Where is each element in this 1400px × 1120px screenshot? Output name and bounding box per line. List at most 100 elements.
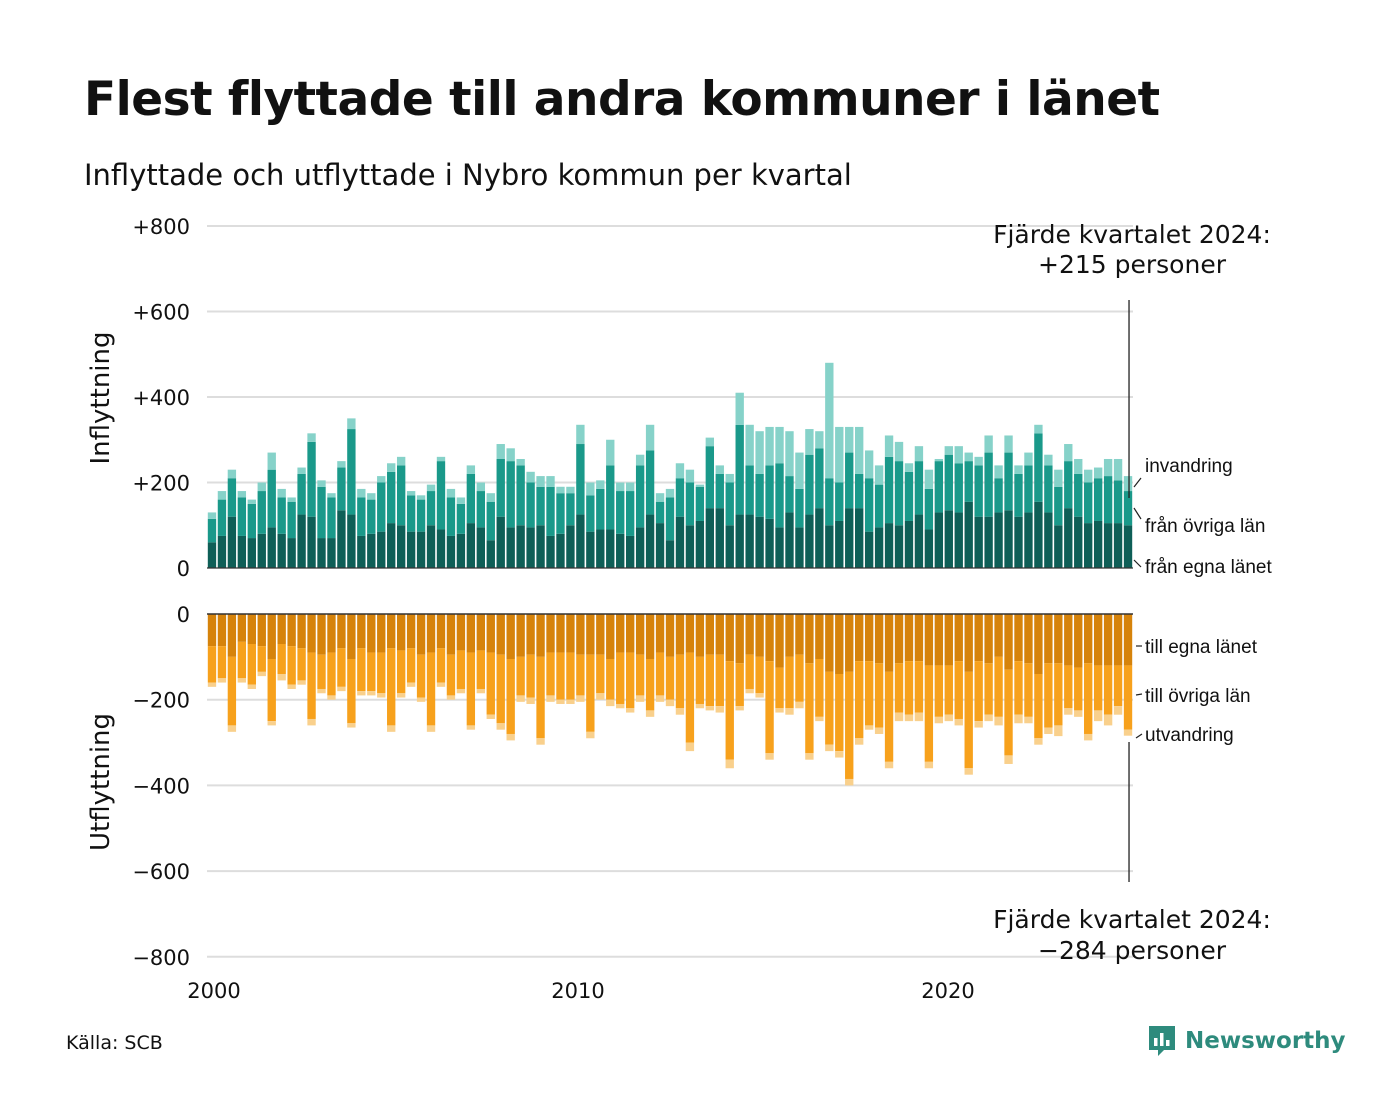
bar-outflow-segment (765, 661, 774, 754)
bar-outflow-segment (377, 652, 386, 694)
bar-outflow-segment (1024, 716, 1033, 724)
bar-inflow-segment (864, 531, 874, 568)
bar-outflow-segment (1004, 669, 1013, 756)
bar-inflow-segment (645, 450, 655, 515)
bar-outflow-segment (516, 656, 525, 696)
bar-inflow-segment (486, 540, 495, 568)
bar-outflow-segment (785, 614, 794, 657)
bar-inflow-segment (516, 465, 525, 526)
bar-inflow-segment (496, 458, 505, 517)
bar-outflow-segment (576, 695, 585, 702)
series-label-inflow: från egna länet (1145, 557, 1272, 578)
bar-inflow-segment (606, 529, 615, 568)
bar-inflow-segment (735, 424, 744, 515)
bar-outflow-segment (357, 614, 366, 649)
bar-inflow-segment (1093, 467, 1103, 479)
bar-outflow-segment (297, 648, 306, 681)
bar-inflow-segment (536, 476, 545, 487)
bar-inflow-segment (805, 514, 814, 568)
bar-inflow-segment (874, 465, 884, 485)
bar-inflow-segment (556, 533, 565, 568)
bar-outflow-segment (755, 693, 764, 698)
bar-outflow-segment (406, 648, 416, 683)
bar-inflow-segment (1123, 476, 1133, 492)
bar-outflow-segment (1054, 725, 1063, 737)
bar-inflow-segment (416, 495, 426, 500)
bar-outflow-segment (476, 650, 485, 689)
bar-inflow-segment (675, 478, 685, 517)
bar-inflow-segment (307, 433, 316, 442)
bar-outflow-segment (616, 703, 625, 709)
bar-outflow-segment (884, 671, 894, 762)
bar-outflow-segment (874, 727, 884, 734)
bar-outflow-segment (675, 708, 685, 715)
bar-inflow-segment (576, 424, 585, 445)
series-label-outflow: till övriga län (1145, 686, 1251, 707)
bar-inflow-segment (655, 493, 665, 502)
bar-inflow-segment (864, 450, 874, 479)
bar-inflow-segment (745, 514, 754, 568)
bar-outflow-segment (874, 663, 884, 728)
bar-outflow-segment (855, 614, 864, 662)
bar-inflow-segment (536, 486, 545, 526)
bar-outflow-segment (894, 663, 904, 713)
bar-outflow-segment (217, 646, 227, 679)
bar-inflow-segment (735, 392, 744, 425)
bar-inflow-segment (904, 463, 914, 472)
bar-outflow-segment (785, 708, 794, 715)
bar-outflow-segment (815, 614, 824, 659)
bar-inflow-segment (546, 476, 555, 487)
series-label-leader (1135, 733, 1143, 739)
bar-inflow-segment (436, 461, 446, 530)
bar-inflow-segment (715, 508, 724, 568)
bar-inflow-segment (387, 471, 396, 524)
bar-inflow-segment (446, 535, 456, 568)
bar-inflow-segment (596, 529, 605, 568)
bar-inflow-segment (347, 514, 356, 568)
bar-outflow-segment (1113, 706, 1123, 715)
bar-inflow-segment (994, 465, 1003, 479)
bar-inflow-segment (267, 527, 276, 568)
bar-inflow-segment (715, 473, 724, 509)
series-label-outflow: till egna länet (1145, 637, 1258, 658)
bar-outflow-segment (207, 682, 217, 687)
y-tick-label-inflow: +200 (132, 472, 190, 496)
y-axis-title-inflow: Inflyttning (86, 332, 116, 465)
bar-inflow-segment (1103, 458, 1113, 477)
bar-outflow-segment (934, 716, 944, 724)
bar-inflow-segment (217, 491, 227, 500)
bar-inflow-segment (406, 491, 416, 496)
bar-inflow-segment (297, 467, 306, 474)
bar-inflow-segment (695, 520, 705, 568)
bar-inflow-segment (207, 542, 217, 568)
bar-outflow-segment (725, 614, 734, 662)
bar-inflow-segment (416, 499, 426, 532)
bar-outflow-segment (635, 695, 645, 702)
bar-inflow-segment (745, 424, 754, 466)
bar-outflow-segment (944, 614, 953, 666)
bar-outflow-segment (536, 738, 545, 745)
bar-outflow-segment (954, 718, 963, 726)
bar-inflow-segment (436, 529, 446, 568)
bar-outflow-segment (367, 652, 376, 692)
bar-outflow-segment (625, 652, 635, 709)
bar-outflow-segment (456, 688, 466, 694)
bar-inflow-segment (645, 424, 655, 451)
bar-inflow-segment (1044, 465, 1053, 513)
bar-outflow-segment (1103, 665, 1113, 715)
bar-outflow-segment (247, 614, 256, 644)
series-label-leader (1133, 507, 1142, 520)
bar-outflow-segment (904, 661, 914, 715)
x-tick-label: 2020 (921, 979, 974, 1003)
bar-outflow-segment (227, 656, 237, 726)
bar-outflow-segment (1084, 733, 1093, 741)
bar-outflow-segment (436, 648, 446, 683)
bar-inflow-segment (1103, 476, 1113, 524)
bar-outflow-segment (566, 614, 575, 653)
bar-outflow-segment (217, 678, 227, 683)
bar-outflow-segment (317, 654, 326, 689)
bar-outflow-segment (287, 646, 296, 685)
bar-inflow-segment (675, 463, 685, 479)
bar-outflow-segment (347, 723, 356, 728)
bar-inflow-segment (665, 497, 675, 541)
